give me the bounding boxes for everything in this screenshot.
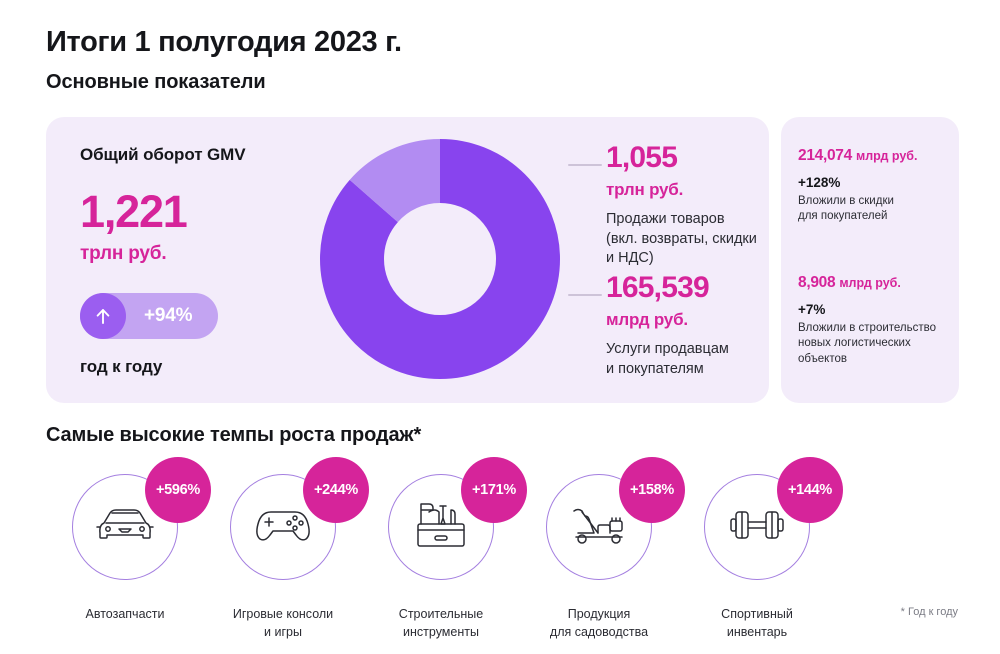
toolbox-icon xyxy=(413,498,469,557)
stat-logistics-head: 8,908 млрд руб. xyxy=(798,274,948,292)
main-metrics-panel: Общий оборот GMV 1,221 трлн руб. +94% го… xyxy=(46,117,769,403)
growth-card-autoparts: +596% Автозапчасти xyxy=(46,457,211,641)
stat-logistics-delta: +7% xyxy=(798,301,826,317)
growth-badge: +144% xyxy=(777,457,843,523)
gmv-growth-value: +94% xyxy=(144,305,193,326)
growth-card-circle: +244% xyxy=(230,457,369,580)
stat-discounts-delta: +128% xyxy=(798,174,841,190)
gmv-growth-pill: +94% xyxy=(80,293,219,339)
leader-line-services xyxy=(568,294,602,296)
gmv-value: 1,221 xyxy=(80,186,188,237)
callout-services-description: Услуги продавцам и покупателям xyxy=(606,341,729,377)
growth-card-garden: +158% Продукция для садоводства xyxy=(520,457,685,641)
gmv-unit: трлн руб. xyxy=(80,243,167,264)
growth-card-circle: +596% xyxy=(72,457,211,580)
stat-discounts-unit: млрд руб. xyxy=(855,149,918,163)
donut-segment-services xyxy=(320,139,560,379)
arrow-up-icon xyxy=(80,293,126,339)
growth-card-circle: +158% xyxy=(546,457,685,580)
growth-card-sports: +144% Спортивный инвентарь xyxy=(678,457,843,641)
growth-card-consoles: +244% Игровые консоли и игры xyxy=(204,457,369,641)
growth-section-title: Самые высокие темпы роста продаж* xyxy=(46,424,422,446)
stat-logistics-value: 8,908 xyxy=(798,274,836,291)
growth-card-label: Строительные инструменты xyxy=(398,607,484,639)
page-subtitle: Основные показатели xyxy=(46,71,266,94)
gmv-donut-chart xyxy=(320,139,560,379)
growth-card-circle: +144% xyxy=(704,457,843,580)
car-icon xyxy=(94,505,156,550)
growth-card-tools: +171% Строительные инструменты xyxy=(362,457,527,641)
leader-line-goods xyxy=(568,164,602,166)
lawnmower-icon xyxy=(568,503,630,552)
dumbbell-icon xyxy=(726,506,788,549)
stat-discounts: 214,074 млрд руб. +128% Вложили в скидки… xyxy=(798,147,948,225)
callout-services: 165,539 млрд руб. Услуги продавцам и пок… xyxy=(606,273,806,379)
callout-goods-unit: трлн руб. xyxy=(606,180,684,199)
gmv-block: Общий оборот GMV 1,221 трлн руб. +94% го… xyxy=(80,145,330,377)
growth-cards: +596% Автозапчасти xyxy=(46,457,843,641)
stat-discounts-head: 214,074 млрд руб. xyxy=(798,147,948,165)
gmv-growth-caption: год к году xyxy=(80,357,163,376)
growth-card-label: Автозапчасти xyxy=(85,607,165,621)
callout-goods-description: Продажи товаров (вкл. возвраты, скидки и… xyxy=(606,211,757,267)
investments-panel: 214,074 млрд руб. +128% Вложили в скидки… xyxy=(781,117,959,403)
growth-badge: +171% xyxy=(461,457,527,523)
growth-badge: +244% xyxy=(303,457,369,523)
stat-discounts-description: Вложили в скидки для покупателей xyxy=(798,194,894,223)
callout-goods: 1,055 трлн руб. Продажи товаров (вкл. во… xyxy=(606,143,806,269)
growth-card-label: Спортивный инвентарь xyxy=(721,607,793,639)
stat-logistics-unit: млрд руб. xyxy=(839,276,901,290)
header: Итоги 1 полугодия 2023 г. Основные показ… xyxy=(46,26,402,94)
gamepad-icon xyxy=(253,504,313,551)
stat-logistics: 8,908 млрд руб. +7% Вложили в строительс… xyxy=(798,274,948,367)
growth-badge: +596% xyxy=(145,457,211,523)
growth-card-circle: +171% xyxy=(388,457,527,580)
page-title: Итоги 1 полугодия 2023 г. xyxy=(46,26,402,58)
growth-card-label: Продукция для садоводства xyxy=(549,607,649,639)
gmv-label: Общий оборот GMV xyxy=(80,145,246,164)
callout-goods-value: 1,055 xyxy=(606,141,678,174)
stat-logistics-description: Вложили в строительство новых логистичес… xyxy=(798,321,937,365)
stat-discounts-value: 214,074 xyxy=(798,147,852,164)
growth-card-label: Игровые консоли и игры xyxy=(232,607,334,639)
growth-badge: +158% xyxy=(619,457,685,523)
growth-footnote: * Год к году xyxy=(900,606,958,618)
callout-services-value: 165,539 xyxy=(606,271,710,304)
callout-services-unit: млрд руб. xyxy=(606,310,688,329)
